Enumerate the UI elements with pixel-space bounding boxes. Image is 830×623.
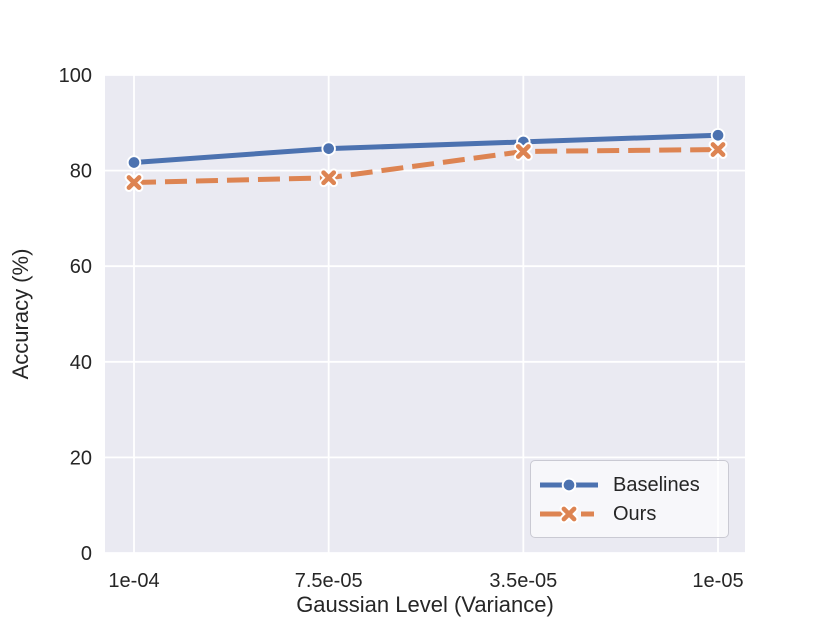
y-tick-label: 40 xyxy=(70,352,92,374)
x-axis-label: Gaussian Level (Variance) xyxy=(296,592,554,617)
series-line-ours xyxy=(133,147,719,186)
legend-label-baselines: Baselines xyxy=(613,473,700,496)
marker-x-ours xyxy=(321,170,337,186)
x-tick-label: 1e-04 xyxy=(108,570,159,592)
y-axis-label: Accuracy (%) xyxy=(8,248,33,380)
series-line-baselines xyxy=(133,132,719,165)
x-tick-label: 1e-05 xyxy=(692,570,743,592)
legend-item-ours: Ours xyxy=(538,502,728,526)
y-tick-label: 80 xyxy=(70,161,92,183)
legend-label-ours: Ours xyxy=(613,502,657,525)
baselines-line-sample-icon xyxy=(538,475,600,495)
y-tick-label: 20 xyxy=(70,447,92,469)
marker-circle-baselines xyxy=(561,477,577,492)
y-tick-label: 0 xyxy=(81,543,92,565)
x-tick-label: 7.5e-05 xyxy=(295,570,363,592)
marker-x-ours xyxy=(515,144,531,159)
y-tick-label: 60 xyxy=(70,256,92,278)
legend-sample-svg xyxy=(540,504,594,523)
legend: Baselines Ours xyxy=(530,460,729,538)
marker-circle-baselines xyxy=(321,141,336,156)
marker-x-ours xyxy=(126,175,142,190)
y-tick-label: 100 xyxy=(59,65,92,87)
marker-x-ours xyxy=(710,142,726,157)
marker-circle-baselines xyxy=(710,127,726,143)
marker-x-ours xyxy=(561,506,577,521)
marker-circle-baselines xyxy=(126,155,142,170)
ours-line-sample-icon xyxy=(538,504,600,524)
legend-item-baselines: Baselines xyxy=(538,473,728,497)
legend-sample-svg xyxy=(540,477,598,492)
x-tick-label: 3.5e-05 xyxy=(489,570,557,592)
